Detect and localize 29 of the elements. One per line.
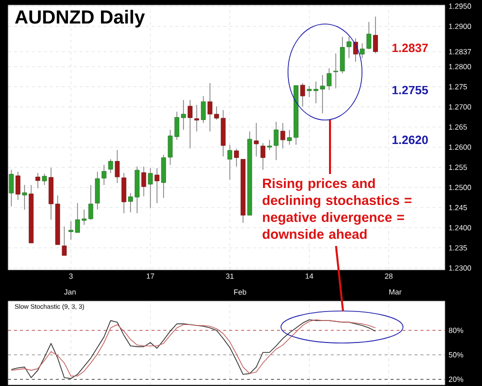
candlestick — [141, 166, 146, 197]
candlestick — [188, 100, 192, 149]
candlestick — [16, 171, 20, 200]
candlestick — [114, 150, 120, 184]
chart-title: AUDNZD Daily — [15, 10, 145, 28]
candlestick — [62, 226, 67, 256]
candlestick — [373, 16, 378, 54]
annotation: 1.2755 — [392, 86, 428, 94]
candlestick — [254, 122, 259, 157]
candlestick — [168, 129, 173, 166]
candlestick — [22, 184, 27, 210]
candlestick — [300, 82, 306, 107]
candlestick — [200, 96, 206, 124]
candlestick — [154, 168, 160, 204]
candlestick — [280, 122, 286, 149]
annotation: 1.2837 — [392, 44, 428, 52]
candlestick — [260, 142, 266, 170]
annotation: Rising prices and declining stochastics = negative divergence = downside ahead — [262, 178, 412, 239]
candlestick — [148, 168, 153, 208]
candlestick — [227, 144, 232, 180]
candlestick — [234, 148, 239, 167]
candlestick — [353, 38, 358, 62]
candlestick — [194, 104, 200, 132]
candlestick — [88, 184, 94, 220]
annotation: 1.2620 — [392, 136, 428, 144]
candlestick — [346, 36, 352, 59]
candlestick — [108, 158, 114, 174]
candlestick — [42, 173, 47, 186]
candlestick — [35, 172, 40, 189]
